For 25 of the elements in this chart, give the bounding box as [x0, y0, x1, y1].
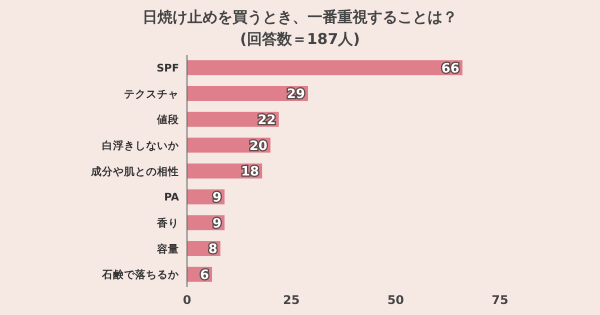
data-label: 66 [441, 61, 460, 76]
y-tick-label: 容量 [156, 242, 179, 256]
y-tick-label: 香り [156, 216, 179, 230]
y-tick-label: SPF [156, 62, 179, 74]
y-tick-label: 石鹸で落ちるか [101, 268, 180, 282]
x-tick-label: 75 [492, 293, 508, 307]
x-tick-label: 50 [387, 293, 404, 307]
data-label: 29 [286, 87, 306, 102]
y-tick-label: PA [164, 192, 180, 204]
data-label: 20 [249, 138, 268, 154]
data-label: 9 [212, 190, 222, 206]
y-tick-label: 成分や肌との相性 [90, 164, 179, 178]
x-tick-label: 0 [182, 293, 192, 307]
data-label: 9 [212, 216, 222, 232]
y-tick-label: 白浮きしないか [102, 138, 180, 152]
data-label: 6 [200, 268, 210, 284]
chart-title: 日焼け止めを買うとき、一番重視することは？ [142, 8, 458, 26]
data-label: 8 [208, 242, 218, 258]
chart-subtitle: (回答数＝187人) [240, 30, 360, 48]
y-tick-label: テクスチャ [124, 88, 179, 100]
data-label: 18 [241, 164, 260, 180]
data-label: 22 [258, 113, 276, 128]
bar [187, 60, 462, 76]
x-tick-label: 25 [282, 293, 300, 307]
y-tick-label: 値段 [156, 113, 180, 126]
